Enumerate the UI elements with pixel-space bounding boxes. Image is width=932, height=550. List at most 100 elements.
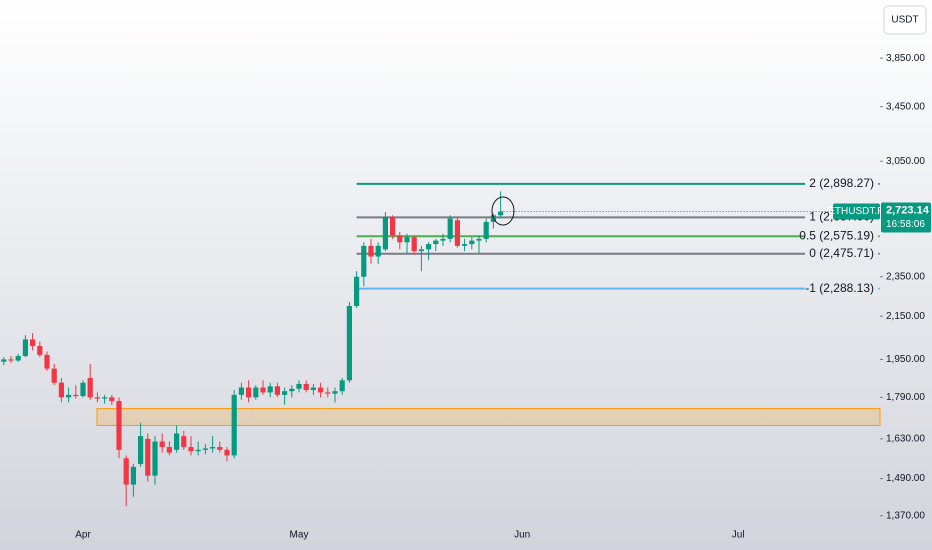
y-tick-label: 1,370.00 (886, 510, 925, 521)
candle-body (152, 441, 158, 476)
x-tick-label: Jul (732, 530, 745, 541)
currency-box[interactable] (883, 5, 927, 35)
candle-body (483, 221, 489, 239)
currency: USDT (891, 15, 918, 26)
candle-body (138, 436, 144, 464)
fib-level-label: 0 (2,475.71) (809, 246, 874, 260)
candle-body (181, 436, 187, 448)
x-tick-label: May (290, 530, 309, 541)
candle-body (22, 339, 28, 357)
candle-body (426, 244, 432, 250)
candle-body (289, 388, 295, 392)
candle-body (332, 391, 338, 394)
highlight-circle (491, 196, 515, 226)
candle-body (109, 397, 115, 402)
fib-level-label: 2 (2,898.27) (809, 176, 874, 190)
candle-body (462, 244, 468, 246)
candle-body (303, 383, 309, 390)
y-tick-label: 3,050.00 (886, 156, 925, 167)
fib-level-dot (878, 252, 880, 255)
candle-body (102, 397, 108, 399)
candle-body (37, 345, 43, 355)
candle-body (382, 216, 388, 250)
candle-body (246, 387, 252, 398)
candle-body (73, 394, 79, 397)
candle-body (469, 240, 475, 245)
candle-body (58, 382, 64, 398)
candle-body (159, 441, 165, 448)
candle-body (404, 237, 410, 243)
fib-level-dot (878, 235, 880, 238)
candle-body (267, 386, 273, 393)
candle-body (174, 433, 180, 450)
candle-body (318, 387, 324, 393)
candle-body (80, 382, 86, 397)
candle-body (145, 438, 151, 476)
candle-body (296, 383, 302, 389)
fib-level-label: 0.5 (2,575.19) (799, 228, 874, 242)
candle-body (375, 245, 381, 257)
candle-body (447, 218, 453, 239)
candle-body (116, 401, 122, 450)
candle-body (130, 466, 136, 485)
y-tick-label: 1,950.00 (886, 354, 925, 365)
candle-body (397, 235, 403, 243)
candle-body (440, 238, 446, 241)
y-tick-label: 3,450.00 (886, 101, 925, 112)
symbol-tag (833, 203, 880, 220)
candle-body (87, 377, 93, 398)
support-zone (96, 408, 881, 426)
y-tick-label: 2,350.00 (886, 271, 925, 282)
candle-body (123, 458, 129, 485)
candle-body (166, 447, 172, 453)
last-price: 2,723.14 (886, 204, 930, 216)
candle-body (498, 211, 504, 216)
candle-body (282, 391, 288, 395)
y-tick-label: 2,150.00 (886, 311, 925, 322)
candle-body (224, 449, 230, 456)
candle-body (188, 447, 194, 452)
candle-body (390, 216, 396, 236)
candle-body (195, 449, 201, 452)
candle-body (418, 249, 424, 252)
fib-level-dot (878, 287, 880, 290)
price-tag (881, 202, 931, 233)
candle-body (238, 387, 244, 395)
candle-body (8, 359, 14, 361)
x-tick-label: Apr (75, 530, 91, 541)
candle-body (310, 387, 316, 390)
candle-body (411, 237, 417, 252)
fib-level-label: -1 (2,288.13) (805, 281, 874, 295)
x-tick-label: Jun (514, 530, 530, 541)
candle-body (354, 276, 360, 306)
symbol-label: ETHUSDT.P (828, 206, 884, 217)
y-tick-label: 3,850.00 (886, 53, 925, 64)
candle-body (30, 339, 36, 346)
candle-body (274, 386, 280, 395)
candle-body (433, 240, 439, 245)
y-tick-label: 1,630.00 (886, 433, 925, 444)
candle-body (346, 305, 352, 381)
candle-body (325, 392, 331, 394)
candle-body (368, 245, 374, 257)
y-tick-label: 1,790.00 (886, 392, 925, 403)
candle-body (231, 394, 237, 456)
candle-body (15, 356, 21, 361)
candle-body (94, 397, 100, 399)
candle-body (339, 380, 345, 392)
candle-body (202, 448, 208, 450)
fib-level-dot (878, 182, 880, 185)
candle-body (217, 447, 223, 450)
candle-body (454, 220, 460, 246)
countdown: 16:58:06 (886, 219, 925, 230)
candle-body (51, 368, 57, 383)
candle-body (253, 387, 259, 398)
candle-body (210, 447, 216, 449)
candle-body (44, 354, 50, 369)
candle-body (361, 245, 367, 277)
candle-body (260, 387, 266, 393)
candle-body (476, 238, 482, 241)
